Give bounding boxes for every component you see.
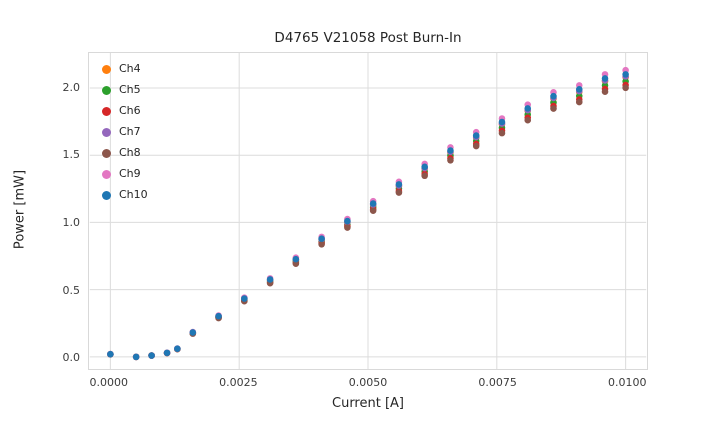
legend-item-ch6: Ch6 [102, 104, 148, 118]
legend-item-ch8: Ch8 [102, 146, 148, 160]
data-point-ch10 [601, 75, 609, 82]
data-point-ch10 [107, 350, 114, 358]
data-point-ch8 [318, 241, 325, 248]
x-axis-label: Current [A] [332, 396, 404, 411]
data-point-ch8 [344, 224, 351, 231]
data-point-ch10 [132, 353, 140, 361]
data-point-ch10 [550, 92, 557, 100]
legend-marker-ch8-icon [102, 148, 111, 158]
data-point-ch8 [575, 98, 583, 106]
x-tick-label: 0.0075 [478, 376, 517, 389]
legend-label-ch5: Ch5 [119, 83, 141, 96]
data-point-ch10 [472, 132, 480, 139]
data-point-ch10 [292, 255, 300, 263]
x-tick-label: 0.0025 [219, 376, 258, 389]
x-tick-label: 0.0100 [608, 376, 647, 389]
data-point-ch10 [163, 349, 171, 357]
data-point-ch8 [550, 105, 557, 112]
plot-area [88, 52, 648, 370]
data-point-ch10 [266, 276, 274, 283]
data-point-ch8 [292, 260, 300, 267]
legend: Ch4 Ch5 Ch6 Ch7 Ch8 Ch9 Ch10 [102, 62, 148, 202]
legend-marker-ch10-icon [102, 190, 111, 200]
y-tick-label: 0.0 [62, 351, 81, 365]
legend-label-ch6: Ch6 [119, 104, 141, 117]
legend-item-ch5: Ch5 [102, 83, 148, 97]
legend-label-ch9: Ch9 [119, 167, 141, 180]
data-point-ch8 [421, 172, 428, 180]
data-point-ch10 [447, 147, 454, 154]
legend-marker-ch6-icon [102, 106, 111, 116]
data-point-ch10 [524, 105, 532, 112]
data-point-ch10 [174, 345, 181, 352]
legend-label-ch10: Ch10 [119, 188, 148, 201]
data-point-ch8 [395, 189, 403, 196]
y-tick-label: 1.0 [62, 216, 81, 229]
data-point-ch10 [395, 181, 403, 188]
legend-item-ch9: Ch9 [102, 167, 148, 181]
legend-item-ch7: Ch7 [102, 125, 148, 139]
data-point-ch8 [622, 84, 629, 92]
chart-title: D4765 V21058 Post Burn-In [274, 30, 462, 46]
legend-label-ch7: Ch7 [119, 125, 141, 138]
y-tick-label: 1.5 [62, 148, 81, 162]
legend-item-ch10: Ch10 [102, 188, 148, 202]
data-point-ch8 [447, 157, 454, 164]
x-tick-label: 0.0000 [89, 376, 128, 389]
data-point-ch8 [472, 142, 480, 150]
data-point-ch10 [498, 118, 506, 126]
data-point-ch8 [369, 207, 377, 215]
y-tick-label: 2.0 [62, 80, 81, 94]
legend-label-ch4: Ch4 [119, 62, 141, 75]
data-point-ch10 [318, 235, 325, 242]
y-tick-label: 0.5 [62, 283, 81, 297]
data-point-ch10 [344, 217, 351, 225]
data-point-ch10 [241, 295, 248, 302]
data-point-ch10 [622, 71, 629, 78]
data-point-ch10 [148, 352, 155, 359]
legend-marker-ch4-icon [102, 64, 111, 74]
data-point-ch8 [524, 116, 532, 124]
data-point-ch8 [601, 88, 609, 96]
y-axis-label: Power [mW] [12, 169, 28, 250]
data-point-ch10 [369, 200, 377, 207]
data-point-ch10 [575, 86, 583, 93]
legend-label-ch8: Ch8 [119, 146, 141, 159]
data-point-ch8 [498, 129, 506, 137]
data-point-ch10 [421, 163, 428, 171]
legend-marker-ch9-icon [102, 169, 111, 179]
data-point-ch10 [189, 329, 197, 336]
legend-marker-ch5-icon [102, 85, 111, 95]
legend-item-ch4: Ch4 [102, 62, 148, 76]
data-point-ch10 [215, 312, 222, 320]
legend-marker-ch7-icon [102, 127, 111, 137]
x-tick-label: 0.0050 [348, 376, 388, 389]
